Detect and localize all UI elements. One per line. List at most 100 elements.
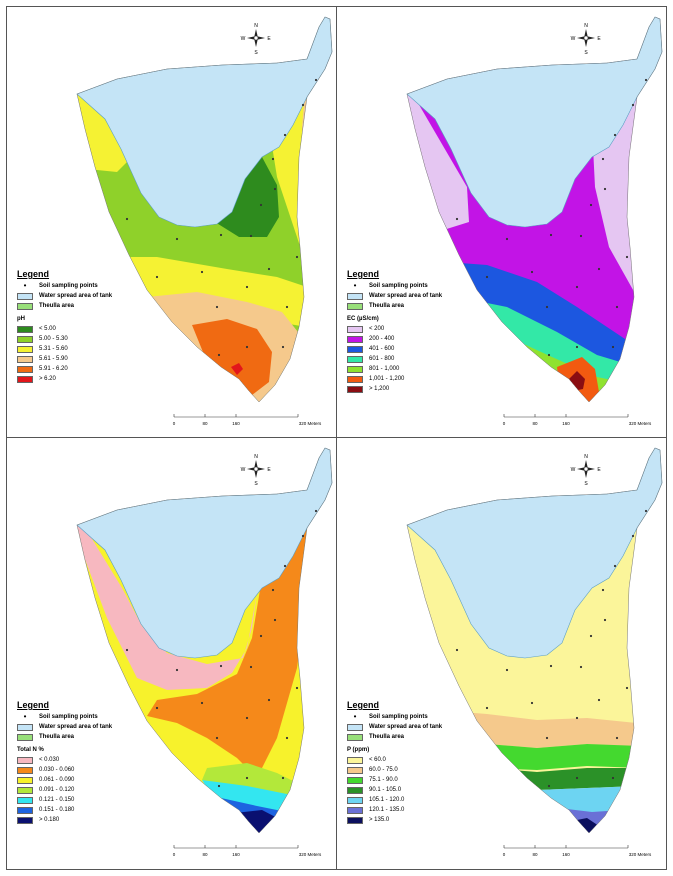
legend-swatch <box>347 776 363 784</box>
legend-class-label: > 6.20 <box>39 376 56 382</box>
legend-class: < 0.030 <box>17 755 112 765</box>
legend-title: Legend <box>17 269 50 279</box>
legend-class-label: 0.061 - 0.090 <box>39 777 75 783</box>
legend: Legend • Soil sampling points Water spread … <box>17 700 112 825</box>
sampling-point <box>175 668 179 672</box>
sampling-point <box>611 776 615 780</box>
sampling-point <box>283 133 287 137</box>
scale-tick: 160 <box>232 852 240 857</box>
study-area-outline <box>76 447 333 834</box>
legend-item-water: Water spread area of tank <box>17 291 112 301</box>
compass-e: E <box>267 36 271 42</box>
legend-class-label: 0.151 - 0.180 <box>39 807 75 813</box>
study-area-outline <box>406 16 663 403</box>
compass-n: N <box>584 454 588 460</box>
sampling-point <box>575 345 579 349</box>
scale-bar: 0 80 160 320 Meters <box>502 411 662 429</box>
scale-tick: 160 <box>562 852 570 857</box>
legend-swatch <box>17 335 33 343</box>
sampling-point <box>281 345 285 349</box>
point-symbol-icon: • <box>353 712 357 721</box>
scale-tick: 160 <box>232 421 240 426</box>
legend-swatch <box>17 355 33 363</box>
sampling-point <box>485 706 489 710</box>
legend-item-sampling-points: • Soil sampling points <box>17 712 112 722</box>
legend-class: 5.31 - 5.60 <box>17 344 112 354</box>
legend-swatch <box>17 786 33 794</box>
sampling-point <box>219 664 223 668</box>
sampling-point <box>125 217 129 221</box>
legend-item-water: Water spread area of tank <box>347 722 442 732</box>
point-symbol-icon: • <box>23 712 27 721</box>
legend-item-sampling-points: • Soil sampling points <box>347 281 442 291</box>
legend-item-theulla: Theulla area <box>17 301 112 311</box>
sampling-point <box>267 698 271 702</box>
sampling-point <box>530 701 534 705</box>
legend-swatch <box>347 816 363 824</box>
legend-class: 1,001 - 1,200 <box>347 374 442 384</box>
legend-class: 120.1 - 135.0 <box>347 805 442 815</box>
sampling-point <box>283 564 287 568</box>
sampling-point <box>271 588 275 592</box>
compass-n: N <box>254 23 258 29</box>
sampling-point <box>259 203 263 207</box>
class-zone <box>77 498 257 690</box>
compass-s: S <box>254 50 258 55</box>
legend-class-label: 105.1 - 120.0 <box>369 797 405 803</box>
compass-n: N <box>254 454 258 460</box>
legend-class-label: 0.091 - 0.120 <box>39 787 75 793</box>
sampling-point <box>579 234 583 238</box>
sampling-point <box>200 701 204 705</box>
sampling-point <box>301 534 305 538</box>
north-arrow-icon: N S E W <box>569 21 603 56</box>
legend-class-label: 5.61 - 5.90 <box>39 356 68 362</box>
scale-bar: 0 80 160 320 Meters <box>172 842 332 860</box>
sampling-point <box>625 255 629 259</box>
compass-e: E <box>597 467 601 473</box>
vertical-divider <box>336 6 337 870</box>
sampling-point <box>285 305 289 309</box>
legend-title: Legend <box>17 700 50 710</box>
sampling-point <box>273 618 277 622</box>
legend-item-water: Water spread area of tank <box>17 722 112 732</box>
legend-class: 90.1 - 105.0 <box>347 785 442 795</box>
legend-class-label: 0.121 - 0.150 <box>39 797 75 803</box>
sampling-point <box>549 233 553 237</box>
legend-class-label: 0.030 - 0.060 <box>39 767 75 773</box>
class-zone <box>457 297 637 387</box>
legend-swatch <box>17 375 33 383</box>
sampling-point <box>259 634 263 638</box>
map-panel-total-n: N S E W 0 80 160 320 Meters Legend • Soil sampling… <box>7 438 337 869</box>
legend-class: 105.1 - 120.0 <box>347 795 442 805</box>
sampling-point <box>549 664 553 668</box>
legend-class: 200 - 400 <box>347 334 442 344</box>
sampling-point <box>589 634 593 638</box>
legend-class-label: 120.1 - 135.0 <box>369 807 405 813</box>
legend-swatch <box>347 806 363 814</box>
sampling-point <box>615 736 619 740</box>
legend-swatch <box>347 355 363 363</box>
sampling-point <box>295 686 299 690</box>
legend-class-label: > 1,200 <box>369 386 390 392</box>
legend-swatch <box>347 786 363 794</box>
legend-class: 0.091 - 0.120 <box>17 785 112 795</box>
point-symbol-icon: • <box>353 281 357 290</box>
legend-class: 801 - 1,000 <box>347 364 442 374</box>
scale-tick: 320 Meters <box>299 421 322 426</box>
sampling-point <box>215 305 219 309</box>
map-panel-ec: N S E W 0 80 160 320 Meters Legend • Soil sampling… <box>337 7 667 438</box>
compass-w: W <box>241 467 246 473</box>
map-canvas <box>76 447 333 834</box>
map-panel-ph: N S E W 0 80 160 320 Meters Legend • Soil sampling… <box>7 7 337 438</box>
sampling-point <box>613 564 617 568</box>
legend-class: 75.1 - 90.0 <box>347 775 442 785</box>
legend-class: 401 - 600 <box>347 344 442 354</box>
legend-swatch <box>17 806 33 814</box>
compass-s: S <box>584 50 588 55</box>
sampling-point <box>575 716 579 720</box>
class-zone <box>497 786 637 816</box>
legend-class-label: 1,001 - 1,200 <box>369 376 405 382</box>
legend-class-label: < 60.0 <box>369 757 386 763</box>
north-arrow-icon: N S E W <box>239 21 273 56</box>
scale-tick: 0 <box>173 852 176 857</box>
